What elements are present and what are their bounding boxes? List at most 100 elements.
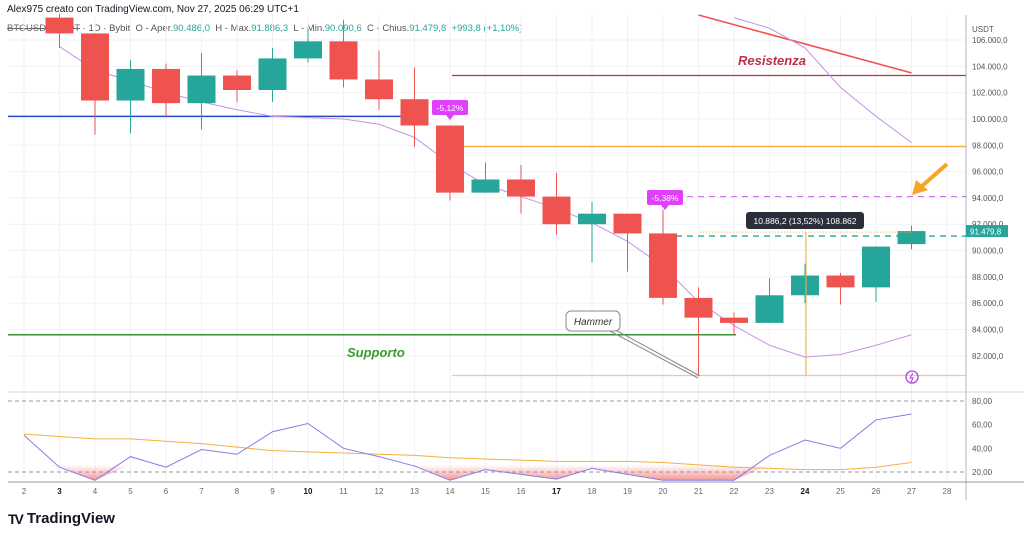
date-tick-label: 11 — [339, 487, 348, 496]
chart-credit: Alex975 creato con TradingView.com, Nov … — [7, 4, 299, 15]
candle-body — [365, 79, 393, 100]
logo-text: TradingView — [26, 510, 115, 527]
date-tick-label: 18 — [588, 487, 597, 496]
candle-body — [81, 33, 109, 101]
upper-average-line — [733, 17, 912, 144]
drop-label-pointer — [446, 115, 454, 120]
tradingview-logo[interactable]: TV TradingView — [8, 510, 115, 527]
oscillator-tick-label: 80,00 — [972, 397, 993, 406]
currency-label: USDT — [972, 25, 994, 34]
price-tick-label: 102.000,0 — [972, 89, 1008, 98]
candle — [791, 263, 819, 304]
date-tick-label: 7 — [199, 487, 204, 496]
tradingview-logo-icon: TV — [8, 510, 24, 527]
date-tick-label: 28 — [943, 487, 952, 496]
candle-body — [152, 68, 180, 104]
candle — [542, 172, 571, 235]
drop-label-pointer — [661, 205, 669, 210]
close-label: C - Chius. — [367, 23, 410, 34]
oversold-fill — [24, 464, 912, 481]
price-tick-label: 106.000,0 — [972, 36, 1008, 45]
price-tick-label: 86.000,0 — [972, 299, 1004, 308]
price-tick-label: 100.000,0 — [972, 115, 1008, 124]
low-label: L - Min. — [293, 23, 325, 34]
date-tick-label: 9 — [270, 487, 275, 496]
candle-body — [720, 317, 748, 323]
lightning-icon-bolt — [909, 372, 914, 383]
date-tick-label: 5 — [128, 487, 133, 496]
oscillator-tick-label: 40,00 — [972, 444, 993, 453]
candle-body — [187, 75, 216, 104]
drop-label: -5,38% — [652, 193, 679, 203]
date-tick-label: 27 — [907, 487, 916, 496]
high-label: H - Max. — [215, 23, 252, 34]
candle-body — [791, 275, 819, 296]
candle-body — [223, 75, 251, 91]
close-value: 91.479,8 — [409, 23, 447, 34]
date-tick-label: 17 — [552, 487, 561, 496]
price-tick-label: 92.000,0 — [972, 220, 1004, 229]
candle-body — [542, 196, 571, 225]
date-tick-label: 12 — [375, 487, 384, 496]
candle-body — [862, 246, 890, 288]
candle — [258, 47, 287, 102]
date-tick-label: 25 — [836, 487, 845, 496]
price-tick-label: 94.000,0 — [972, 194, 1004, 203]
date-tick-label: 2 — [22, 487, 27, 496]
measure-tooltip: 10.886,2 (13,52%) 108.862 — [753, 216, 856, 226]
candle — [436, 125, 464, 201]
candle-body — [755, 295, 784, 323]
hammer-label: Hammer — [574, 317, 613, 328]
date-tick-label: 24 — [801, 487, 810, 496]
price-tick-label: 98.000,0 — [972, 141, 1004, 150]
date-tick-label: 15 — [481, 487, 490, 496]
candle — [81, 33, 109, 135]
symbol-name[interactable]: BTCUSDT SPOT — [7, 23, 81, 34]
candle — [862, 246, 890, 302]
date-tick-label: 4 — [93, 487, 98, 496]
date-tick-label: 3 — [57, 487, 62, 496]
hammer-callout-line — [607, 329, 699, 379]
candle — [684, 287, 713, 376]
price-tick-label: 90.000,0 — [972, 247, 1004, 256]
date-tick-label: 6 — [164, 487, 169, 496]
candle — [187, 53, 216, 130]
candle-body — [826, 275, 855, 288]
change-value: +993,8 (+1,10%) — [451, 23, 523, 34]
candle — [223, 70, 251, 102]
date-tick-label: 8 — [235, 487, 240, 496]
measure-tooltip-bg — [746, 212, 864, 229]
candle — [116, 59, 145, 134]
high-value: 91.886,3 — [251, 23, 289, 34]
date-tick-label: 16 — [517, 487, 526, 496]
candle-body — [116, 68, 145, 101]
candle — [826, 272, 855, 305]
candle — [400, 67, 429, 147]
candle — [649, 209, 677, 305]
resistance-trendline — [698, 14, 912, 74]
date-tick-label: 13 — [410, 487, 419, 496]
candle-body — [436, 125, 464, 193]
candle-body — [471, 179, 500, 193]
price-tick-label: 82.000,0 — [972, 352, 1004, 361]
support-label: Supporto — [347, 345, 405, 360]
candle — [45, 13, 74, 48]
last-price-tag — [966, 225, 1008, 238]
open-value: 90.486,0 — [173, 23, 210, 34]
price-tick-label: 96.000,0 — [972, 168, 1004, 177]
drop-label-bg — [647, 190, 683, 205]
candle — [613, 213, 642, 272]
candle — [471, 162, 500, 193]
resistance-label: Resistenza — [738, 53, 806, 68]
lightning-icon — [905, 370, 919, 384]
price-tick-label: 84.000,0 — [972, 325, 1004, 334]
candle — [329, 20, 358, 88]
candle-body — [684, 297, 713, 318]
oscillator-tick-label: 60,00 — [972, 421, 993, 430]
candle — [720, 312, 748, 335]
candle — [365, 50, 393, 110]
date-tick-label: 10 — [304, 487, 313, 496]
candle — [507, 165, 535, 214]
hammer-callout-line — [611, 327, 701, 377]
